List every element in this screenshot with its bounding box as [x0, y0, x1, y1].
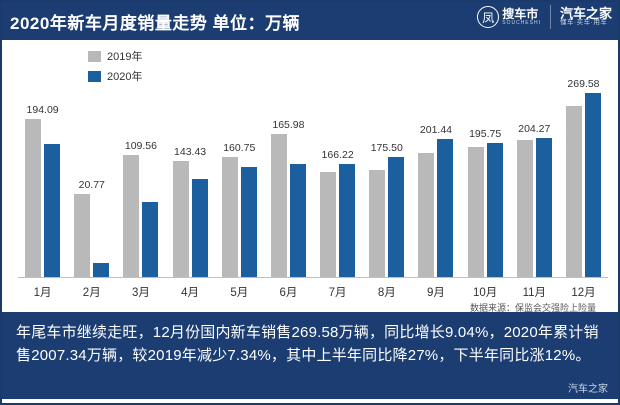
bar-2019: [221, 157, 238, 277]
soucheshi-logo: 凤 搜车市 SOUCHESHI: [477, 6, 541, 28]
x-axis-tick-label: 2月: [82, 287, 101, 299]
bar-value-label: 109.56: [124, 140, 157, 152]
bar-value-label: 160.75: [223, 142, 256, 154]
bar-2019: [320, 172, 337, 277]
bar-2020: [240, 167, 257, 277]
x-axis-tick-label: 4月: [181, 287, 200, 299]
bar-value-label: 201.44: [419, 124, 453, 136]
soucheshi-logo-sub: SOUCHESHI: [502, 19, 541, 26]
x-axis-tick-label: 1月: [33, 287, 52, 299]
footer-brand: 汽车之家: [568, 384, 608, 395]
bar-2019: [369, 170, 386, 277]
bar-2020: [437, 139, 454, 277]
x-axis-tick-label: 6月: [279, 287, 298, 299]
bar-value-label: 175.50: [370, 142, 403, 154]
bar-group: 201.44: [411, 46, 460, 277]
legend-label-2020: 2020年: [107, 71, 143, 83]
bar-2019: [74, 194, 91, 277]
bar-2019: [467, 147, 484, 277]
bar-group: 20.77: [67, 46, 116, 277]
source-note: 数据来源：保监会交强险上险量: [469, 303, 596, 313]
bar-2020: [44, 144, 61, 277]
x-axis-tick-label: 7月: [328, 287, 347, 299]
bar-group: 269.58: [559, 46, 608, 277]
bar-2020: [388, 157, 405, 277]
bar-value-label: 269.58: [567, 78, 600, 90]
bar-group: 109.56: [116, 46, 165, 277]
legend-item-2020: 2020年: [88, 68, 142, 84]
x-axis-line: [18, 277, 608, 278]
page-title: 2020年新车月度销量走势 单位：万辆: [10, 13, 301, 33]
bar-2020: [142, 202, 159, 277]
x-axis-tick-label: 9月: [427, 287, 445, 299]
bar-group: 204.27: [510, 46, 559, 277]
bar-group: 166.22: [313, 46, 362, 277]
soucheshi-logo-text: 搜车市 SOUCHESHI: [502, 8, 541, 26]
soucheshi-logo-main: 搜车市: [502, 7, 539, 22]
phoenix-icon: 凤: [477, 6, 500, 28]
autohome-logo-main: 汽车之家: [559, 5, 612, 21]
bar-group: 175.50: [362, 46, 411, 277]
footer-bar: 年尾车市继续走旺，12月份国内新车销售269.58万辆，同比增长9.04%，20…: [2, 312, 618, 399]
bar-group: 143.43: [166, 46, 215, 277]
bar-group: 160.75: [215, 46, 264, 277]
chart-container: 2019年 2020年 194.09 20.77 109.56 143.43 160.7…: [2, 40, 618, 313]
bar-value-label: 165.98: [272, 119, 305, 131]
bar-2019: [418, 153, 435, 277]
bar-2019: [516, 140, 533, 277]
bar-2019: [172, 161, 189, 277]
bar-2020: [339, 164, 356, 277]
bar-groups: 194.09 20.77 109.56 143.43 160.75 165.98 166.2…: [18, 46, 608, 277]
bar-group: 165.98: [264, 46, 313, 277]
bar-value-label: 20.77: [78, 179, 105, 191]
summary-text: 年尾车市继续走旺，12月份国内新车销售269.58万辆，同比增长9.04%，20…: [16, 324, 599, 365]
logo-divider: [549, 5, 551, 29]
bar-2020: [584, 93, 601, 277]
bar-2019: [565, 106, 582, 277]
bar-value-label: 195.75: [469, 128, 502, 140]
bar-value-label: 194.09: [26, 104, 59, 116]
bar-group: 195.75: [461, 46, 510, 277]
bar-value-label: 143.43: [174, 146, 207, 158]
bar-2020: [289, 164, 306, 277]
legend-item-2019: 2019年: [88, 48, 142, 64]
legend-swatch-2020: [88, 70, 101, 82]
legend-swatch-2019: [88, 50, 101, 62]
header-bar: 2020年新车月度销量走势 单位：万辆 凤 搜车市 SOUCHESHI 汽车之家…: [2, 2, 618, 40]
x-axis-tick-label: 12月: [571, 287, 596, 299]
bar-2020: [93, 263, 110, 277]
x-axis-tick-label: 8月: [377, 287, 396, 299]
x-axis-tick-label: 10月: [472, 287, 498, 299]
x-axis-tick-label: 3月: [131, 287, 150, 299]
bar-2019: [123, 155, 140, 277]
autohome-logo-sub: 懂车·买车·用车: [559, 19, 608, 27]
bar-value-label: 204.27: [518, 123, 551, 135]
bar-2020: [486, 143, 503, 277]
bar-2019: [25, 119, 42, 277]
bar-value-label: 166.22: [321, 149, 354, 161]
x-axis-tick-label: 11月: [522, 287, 547, 299]
bar-group: 194.09: [18, 46, 67, 277]
plot-area: 194.09 20.77 109.56 143.43 160.75 165.98 166.2…: [18, 46, 608, 313]
autohome-logo: 汽车之家 懂车·买车·用车: [560, 7, 612, 27]
chart-legend: 2019年 2020年: [88, 48, 142, 88]
x-axis-labels: 1月 2月 3月 4月 5月 6月 7月 8月 9月 10月 11月 12月: [18, 284, 608, 300]
x-axis-tick-label: 5月: [230, 287, 249, 299]
bar-2020: [191, 179, 208, 277]
bar-2020: [535, 138, 552, 277]
bar-2019: [270, 134, 287, 277]
legend-label-2019: 2019年: [107, 51, 143, 63]
header-logos: 凤 搜车市 SOUCHESHI 汽车之家 懂车·买车·用车: [477, 5, 612, 29]
